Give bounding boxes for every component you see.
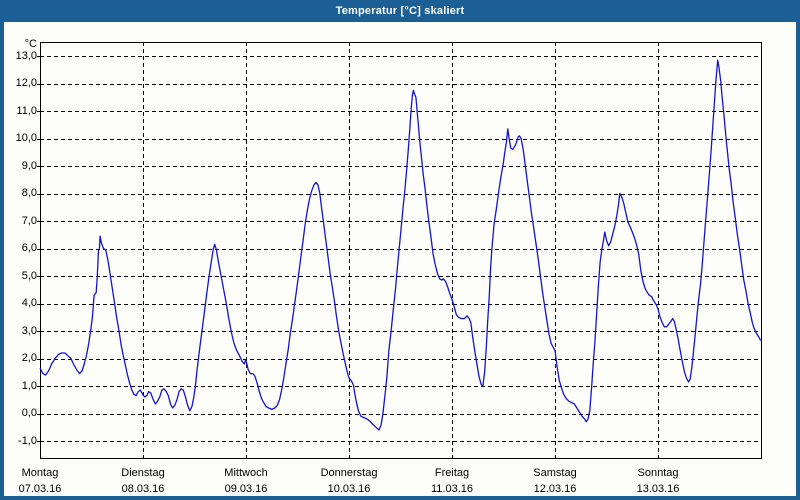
y-tick-label: 13,0 [15,49,37,62]
x-day-date-label: 07.03.16 [18,483,62,495]
x-day-name-label: Mittwoch [224,467,268,479]
x-day-name-label: Freitag [434,467,470,479]
y-tick-label: -1,0 [18,434,37,447]
y-tick-label: 0,0 [21,407,37,419]
y-tick-label: 12,0 [15,77,37,89]
y-axis-unit-label: °C [24,38,37,50]
x-day-name-label: Sonntag [637,467,679,479]
temperature-series-line [39,59,762,431]
x-day-date-label: 13.03.16 [636,483,680,495]
y-tick-label: 10,0 [15,132,37,144]
y-tick-label: 11,0 [16,104,37,117]
x-day-date-label: 09.03.16 [224,483,268,495]
x-day-name-label: Donnerstag [320,467,378,479]
y-tick-label: 9,0 [21,159,37,172]
y-tick-label: 3,0 [21,324,37,337]
window-titlebar[interactable]: Temperatur [°C] skaliert [4,0,796,22]
x-day-name-label: Dienstag [121,467,165,479]
y-tick-label: 6,0 [21,242,37,254]
y-tick-label: 1,0 [21,379,37,392]
x-day-name-label: Samstag [533,467,577,479]
window-title: Temperatur [°C] skaliert [335,5,465,17]
y-tick-label: 2,0 [21,352,37,364]
x-day-date-label: 10.03.16 [327,483,371,495]
x-day-name-label: Montag [21,467,59,479]
y-tick-label: 8,0 [21,187,37,199]
x-day-date-label: 12.03.16 [533,483,577,495]
y-tick-label: 5,0 [21,269,37,282]
y-tick-label: 4,0 [21,297,37,309]
x-day-date-label: 08.03.16 [121,483,165,495]
x-day-date-label: 11.03.16 [430,483,473,495]
y-tick-label: 7,0 [21,214,37,227]
